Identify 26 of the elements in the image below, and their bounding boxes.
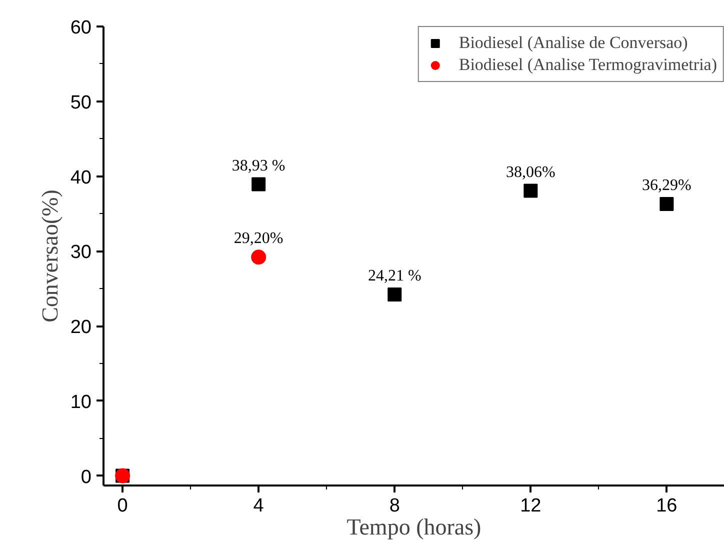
data-label: 38,06% bbox=[506, 164, 556, 181]
legend-label: Biodiesel (Analise Termogravimetria) bbox=[458, 55, 717, 75]
x-tick-label: 8 bbox=[389, 496, 400, 516]
y-tick-label: 20 bbox=[70, 317, 92, 338]
y-axis-title: Conversao(%) bbox=[37, 190, 62, 322]
point bbox=[660, 197, 674, 212]
point bbox=[251, 250, 266, 265]
legend-label: Biodiesel (Analise de Conversao) bbox=[458, 33, 688, 53]
x-axis-title: Tempo (horas) bbox=[346, 514, 482, 540]
data-label: 38,93 % bbox=[232, 157, 286, 174]
y-tick-label: 50 bbox=[70, 92, 92, 114]
x-tick-label: 16 bbox=[656, 496, 678, 516]
y-tick-label: 10 bbox=[70, 392, 92, 413]
y-tick-label: 30 bbox=[70, 242, 92, 264]
point bbox=[388, 287, 402, 302]
x-tick-label: 4 bbox=[253, 496, 264, 516]
data-label: 36,29% bbox=[642, 177, 692, 194]
y-tick-label: 40 bbox=[70, 167, 92, 188]
data-label: 24,21 % bbox=[368, 267, 422, 284]
y-tick-label: 60 bbox=[70, 18, 92, 38]
y-tick-label: 0 bbox=[80, 466, 92, 488]
x-tick-label: 12 bbox=[520, 496, 542, 516]
data-label: 29,20% bbox=[234, 230, 284, 248]
point bbox=[252, 177, 266, 192]
x-tick-label: 0 bbox=[117, 496, 128, 516]
point bbox=[524, 184, 538, 198]
